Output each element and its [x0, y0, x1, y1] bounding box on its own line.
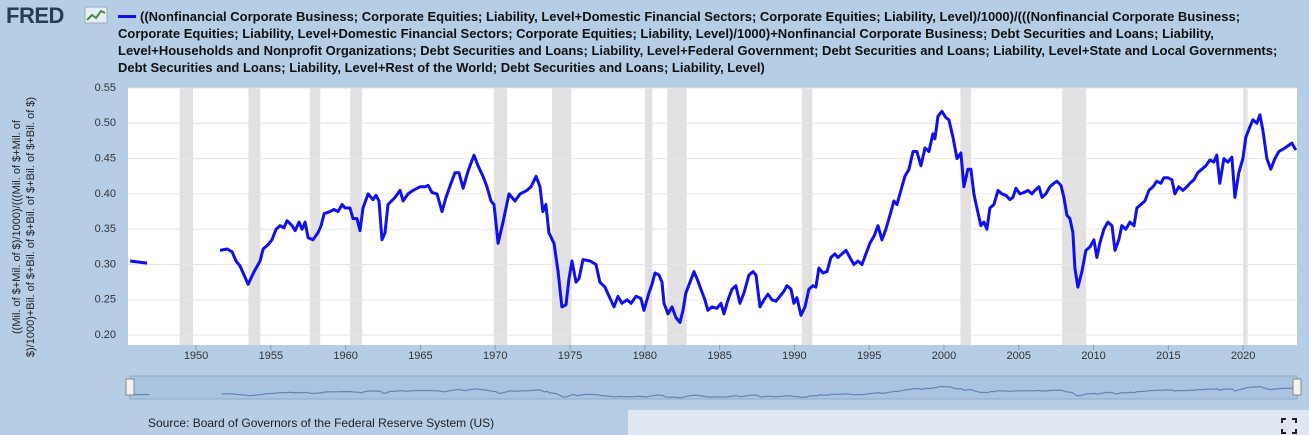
- footer-left: [0, 410, 628, 435]
- recession-band: [1243, 88, 1248, 345]
- recession-band: [350, 88, 363, 345]
- recession-band: [960, 88, 971, 345]
- legend-swatch: [118, 15, 136, 19]
- y-tick-label: 0.20: [95, 329, 116, 341]
- recession-band: [309, 88, 321, 345]
- chart: 0.20 0.25 0.30 0.35 0.40 0.45 0.50 0.55 1950 1955…: [95, 82, 1302, 400]
- y-tick-label: 0.55: [95, 82, 116, 94]
- recession-band: [552, 88, 572, 345]
- x-tick-label: 2010: [1081, 350, 1105, 362]
- navigator-line: [132, 385, 1296, 399]
- x-tick-label: 1960: [333, 350, 357, 362]
- y-tick-label: 0.25: [95, 294, 116, 306]
- x-tick-label: 1950: [184, 350, 208, 362]
- x-tick-label: 2020: [1231, 350, 1255, 362]
- x-tick-label: 2015: [1156, 350, 1180, 362]
- y-tick-label: 0.40: [95, 188, 116, 200]
- navigator: [129, 375, 1298, 400]
- x-tick-label: 1985: [707, 350, 731, 362]
- x-tick-label: 1955: [259, 350, 283, 362]
- source: Source: Board of Governors of the Federa…: [148, 416, 495, 430]
- recession-band: [493, 88, 508, 345]
- x-tick-label: 2005: [1007, 350, 1031, 362]
- x-tick-label: 1975: [558, 350, 582, 362]
- recession-band: [644, 88, 653, 345]
- y-tick-label: 0.30: [95, 258, 116, 270]
- legend: ((Nonfinancial Corporate Business; Corpo…: [118, 8, 1293, 76]
- navigator-handle[interactable]: [125, 378, 135, 396]
- navigator-handle[interactable]: [1292, 378, 1302, 396]
- recession-band: [667, 88, 687, 345]
- data-line: [129, 109, 1298, 324]
- recession-band: [1062, 88, 1087, 345]
- y-tick-label: 0.45: [95, 153, 116, 165]
- recession-band: [179, 88, 194, 345]
- y-tick-label: 0.35: [95, 223, 116, 235]
- x-tick-label: 1965: [408, 350, 432, 362]
- x-tick-label: 1970: [483, 350, 507, 362]
- recession-band: [248, 88, 261, 345]
- logo-icon: [84, 6, 108, 24]
- logo[interactable]: FRED: [6, 3, 64, 28]
- x-tick-label: 2000: [932, 350, 956, 362]
- recession-band: [801, 88, 813, 345]
- legend-label: ((Nonfinancial Corporate Business; Corpo…: [118, 9, 1278, 75]
- x-tick-label: 1990: [782, 350, 806, 362]
- y-tick-label: 0.50: [95, 117, 116, 129]
- x-tick-label: 1995: [857, 350, 881, 362]
- fullscreen-button[interactable]: [1281, 418, 1297, 434]
- footer-right: [628, 410, 1309, 435]
- x-tick-label: 1980: [633, 350, 657, 362]
